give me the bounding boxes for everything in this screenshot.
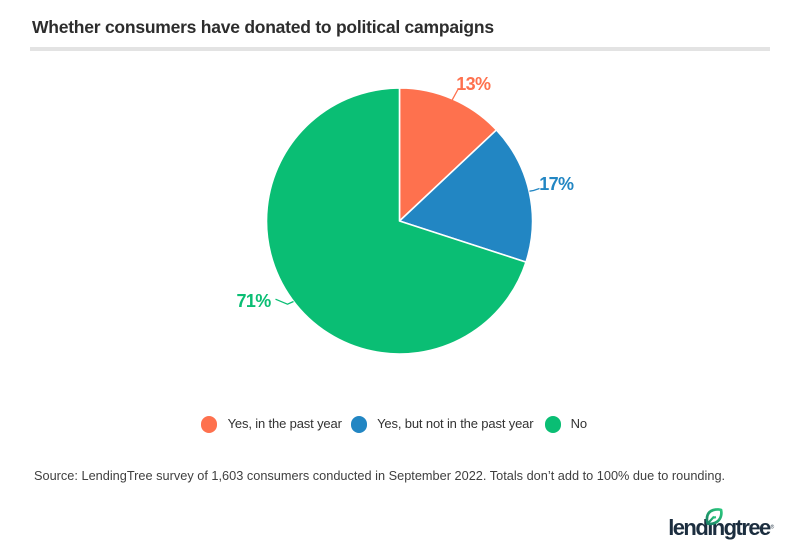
- svg-text:71%: 71%: [237, 291, 272, 311]
- svg-text:17%: 17%: [539, 174, 574, 194]
- svg-text:®: ®: [771, 524, 775, 531]
- svg-text:13%: 13%: [456, 74, 491, 94]
